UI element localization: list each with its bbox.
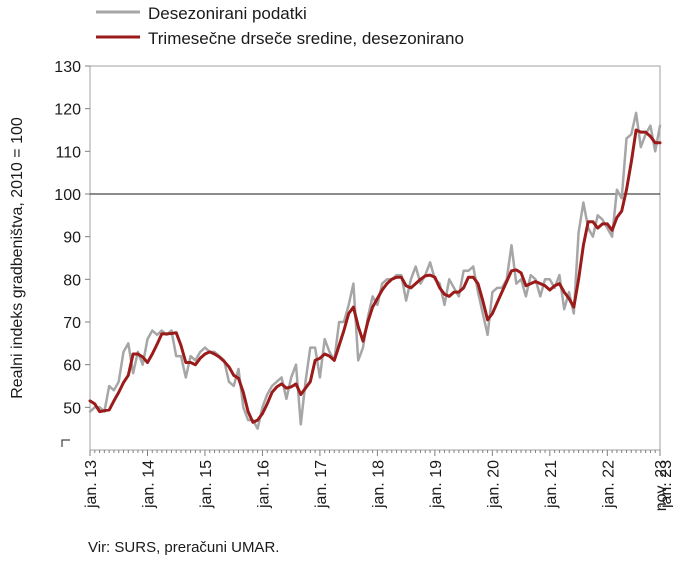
- y-tick-label: 80: [63, 272, 81, 289]
- y-axis-break-mark: [61, 439, 70, 447]
- y-tick-label: 60: [63, 358, 81, 375]
- y-tick-label: 120: [54, 102, 81, 119]
- series-three-month-moving-average: [88, 128, 662, 424]
- x-tick-label: jan. 16: [255, 460, 272, 509]
- x-tick-label: jan. 21: [543, 460, 560, 509]
- y-tick-label: 100: [54, 187, 81, 204]
- y-tick-label: 130: [54, 59, 81, 76]
- x-tick-label: jan. 17: [313, 460, 330, 509]
- legend-label-moving-average: Trimesečne drseče sredine, desezonirano: [148, 29, 464, 48]
- x-tick-label: jan. 13: [83, 460, 100, 509]
- legend-label-seasonally-adjusted: Desezonirani podatki: [148, 4, 307, 23]
- x-tick-label: jan. 22: [600, 460, 617, 509]
- x-tick-label: jan. 15: [198, 460, 215, 509]
- y-axis: 50 60 70 80 90 100 110 120 130: [54, 59, 90, 447]
- y-tick-label: 90: [63, 230, 81, 247]
- x-axis: jan. 13 jan. 14 jan. 15 jan. 16 jan. 17 jan. …: [83, 450, 673, 511]
- x-tick-label: jan. 20: [485, 460, 502, 509]
- x-tick-label: jan. 18: [370, 460, 387, 509]
- source-note: Vir: SURS, preračuni UMAR.: [88, 539, 279, 556]
- x-tick-label: jan. 19: [428, 460, 445, 509]
- legend: Desezonirani podatki Trimesečne drseče s…: [96, 4, 464, 48]
- x-tick-label: nov. 23: [653, 460, 670, 511]
- x-tick-label: jan. 14: [140, 460, 157, 509]
- y-tick-label: 50: [63, 400, 81, 417]
- y-tick-label: 70: [63, 315, 81, 332]
- series-seasonally-adjusted: [88, 111, 662, 430]
- x-tick-label: jan. 23: [658, 460, 673, 509]
- y-tick-label: 110: [55, 144, 81, 161]
- plot-area: [89, 65, 661, 451]
- y-axis-title: Realni indeks gradbeništva, 2010 = 100: [9, 117, 26, 399]
- series-layer: [88, 111, 662, 430]
